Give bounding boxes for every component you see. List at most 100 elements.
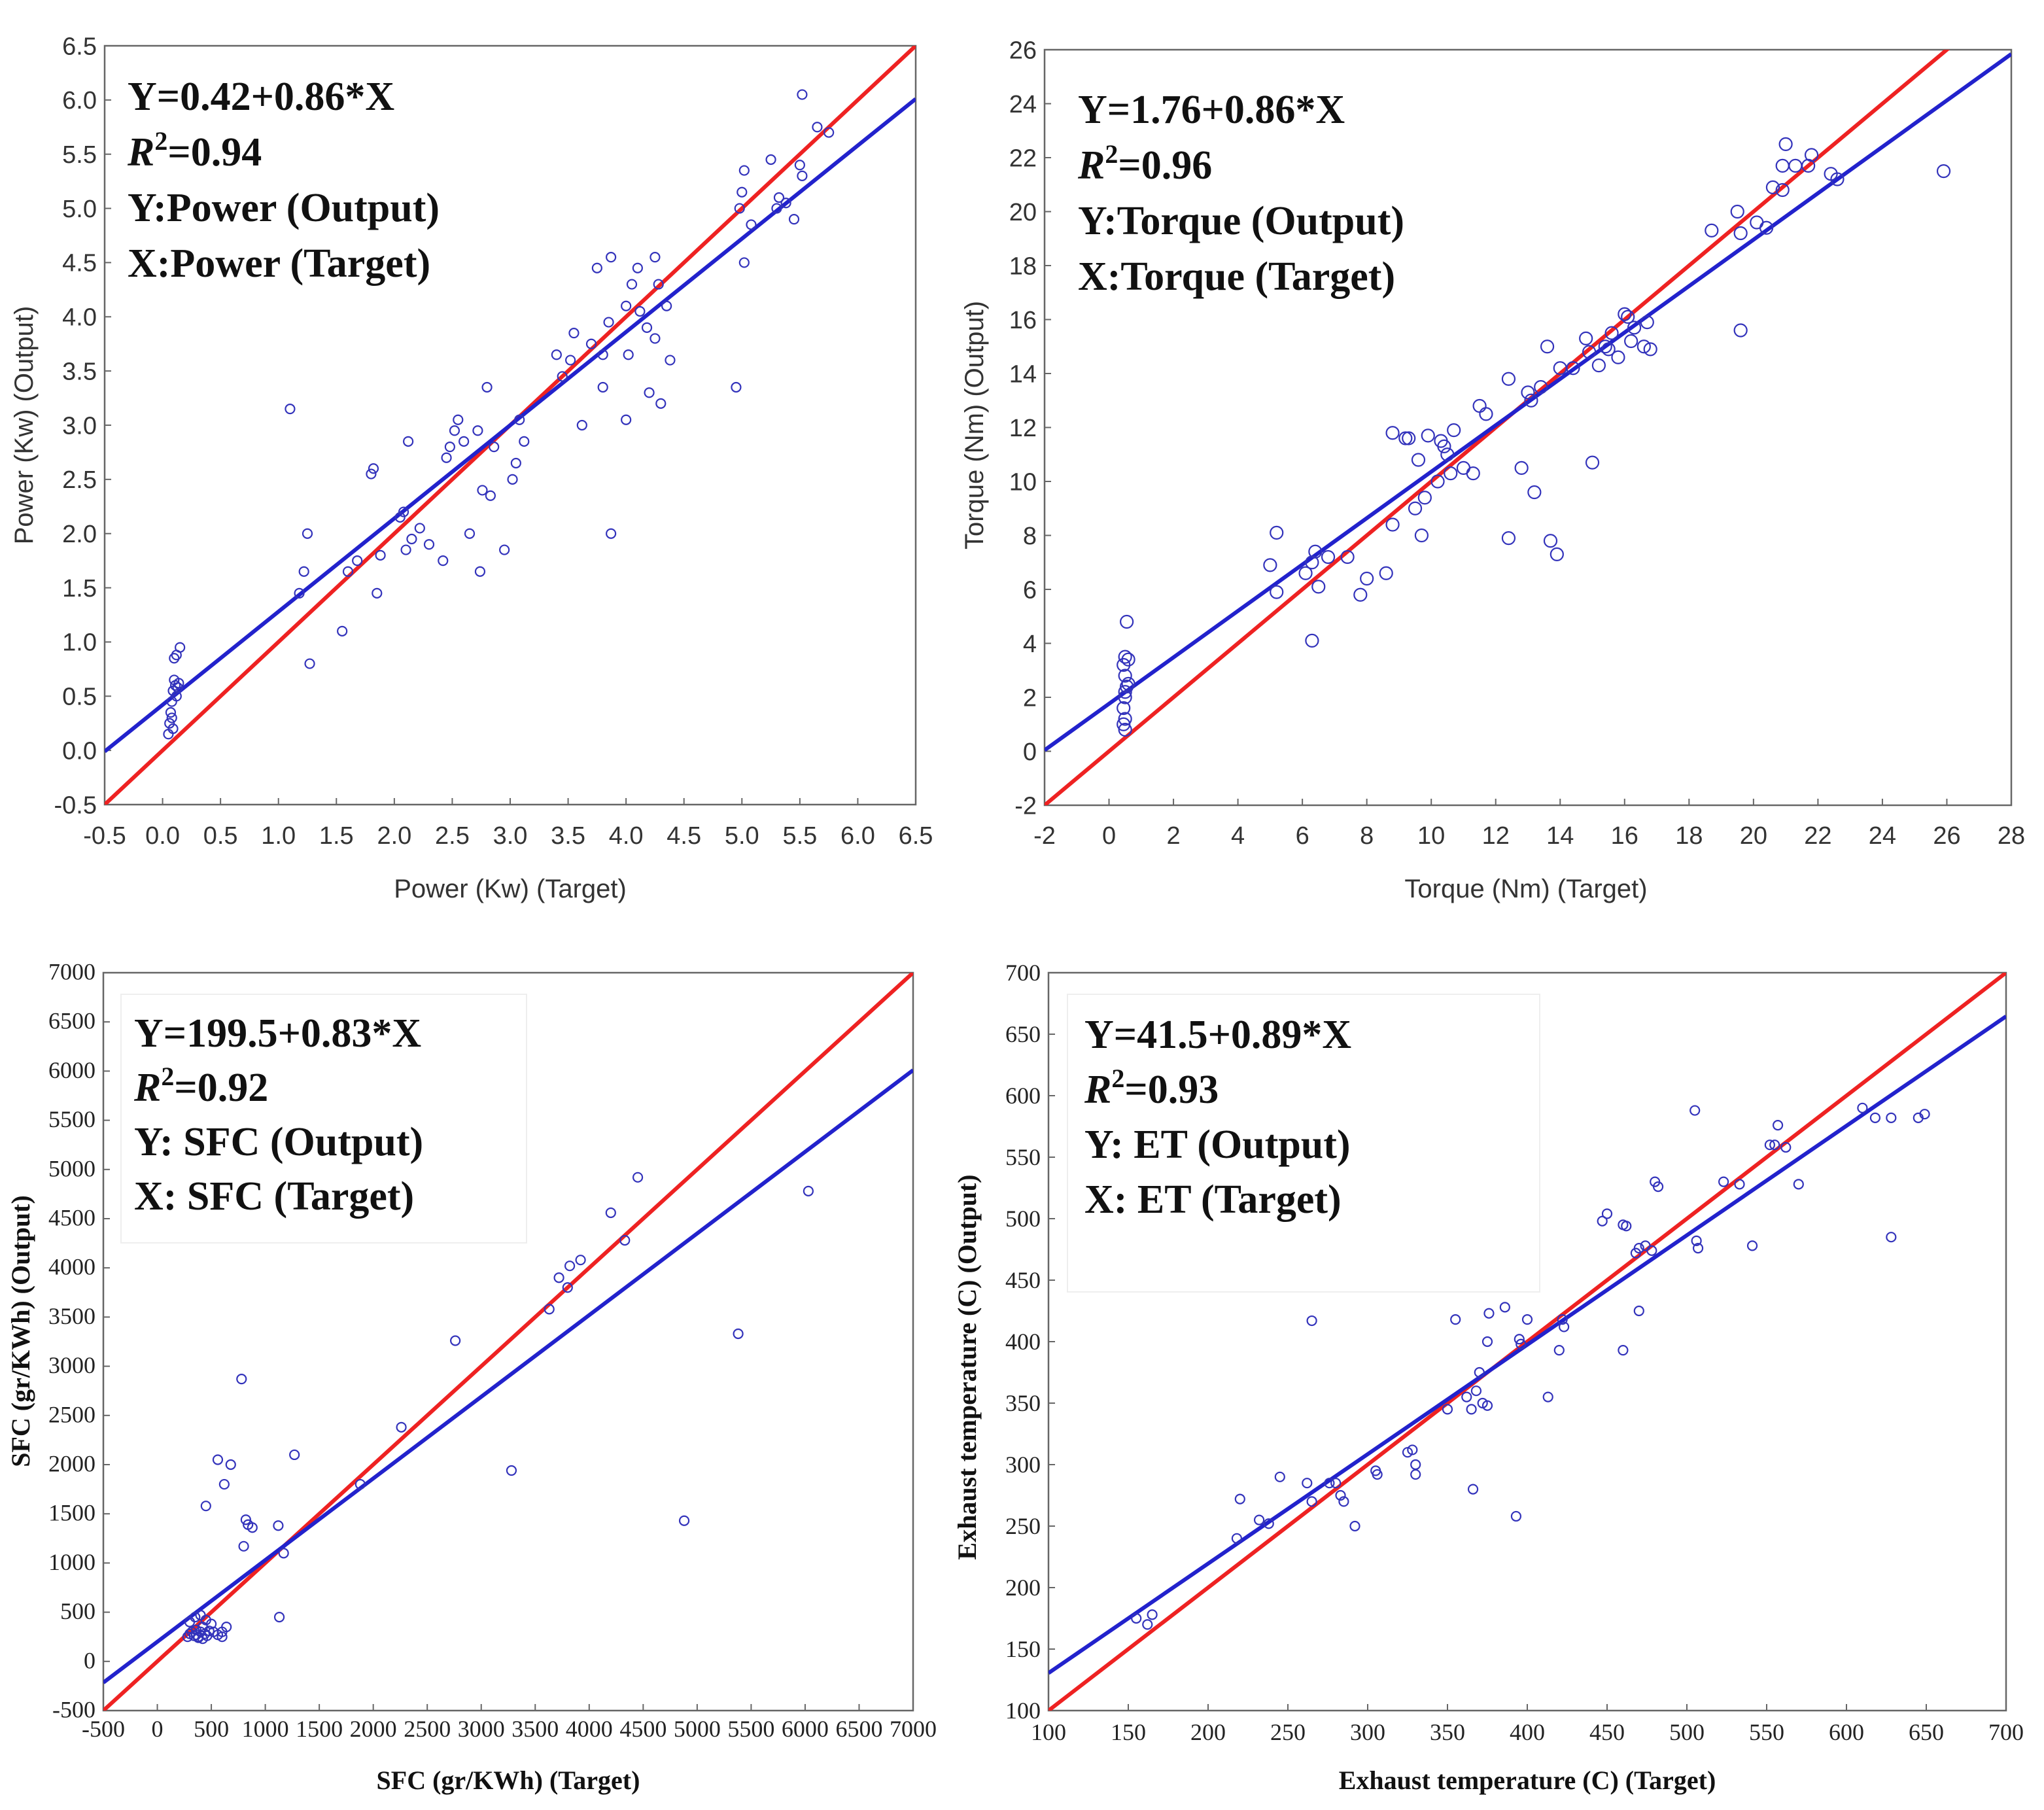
x-tick-label: 24 bbox=[1869, 822, 1896, 850]
data-point bbox=[366, 468, 377, 479]
data-point bbox=[236, 1374, 247, 1385]
data-point bbox=[423, 539, 435, 550]
y-tick-label: 2.5 bbox=[62, 466, 97, 494]
data-point bbox=[1330, 1478, 1342, 1489]
data-point bbox=[1611, 350, 1625, 364]
data-point bbox=[1450, 1314, 1461, 1325]
data-point bbox=[1118, 712, 1132, 726]
y-tick-label: 450 bbox=[1005, 1267, 1041, 1293]
data-point bbox=[1765, 180, 1780, 194]
data-point bbox=[1467, 1484, 1479, 1495]
data-point bbox=[1691, 1235, 1702, 1246]
x-tick-label: 18 bbox=[1675, 822, 1703, 850]
x-tick-label: 300 bbox=[1350, 1719, 1385, 1745]
data-point bbox=[1306, 1496, 1317, 1507]
data-point bbox=[1597, 1215, 1608, 1227]
x-tick-label: 0 bbox=[1102, 822, 1116, 850]
x-tick-label: 8 bbox=[1360, 822, 1374, 850]
data-point bbox=[812, 122, 823, 133]
data-point bbox=[1147, 1609, 1158, 1620]
annotation-line-2: R2=0.93 bbox=[1084, 1064, 1219, 1112]
data-point bbox=[1646, 1245, 1657, 1256]
y-tick-label: 100 bbox=[1005, 1697, 1041, 1724]
data-point bbox=[1298, 566, 1313, 580]
data-point bbox=[665, 355, 676, 366]
x-tick-label: 5500 bbox=[727, 1716, 774, 1742]
data-point bbox=[650, 252, 661, 263]
y-tick-label: 22 bbox=[1009, 145, 1037, 172]
y-tick-label: 2.0 bbox=[62, 521, 97, 548]
y-tick-label: 350 bbox=[1005, 1390, 1041, 1416]
x-tick-label: 450 bbox=[1589, 1719, 1625, 1745]
data-point bbox=[621, 414, 632, 425]
x-tick-label: 6.5 bbox=[899, 822, 933, 850]
x-tick-label: 26 bbox=[1933, 822, 1960, 850]
data-point bbox=[394, 512, 406, 523]
data-point bbox=[438, 555, 449, 566]
data-point bbox=[1557, 1314, 1568, 1325]
data-point bbox=[294, 587, 305, 599]
data-point bbox=[1461, 1391, 1472, 1402]
x-tick-label: 3500 bbox=[511, 1716, 559, 1742]
y-tick-label: 2 bbox=[1023, 684, 1037, 712]
x-tick-label: 10 bbox=[1417, 822, 1445, 850]
data-point bbox=[1582, 345, 1597, 359]
x-tick-label: -0.5 bbox=[83, 822, 126, 850]
annotation-line-1: Y=199.5+0.83*X bbox=[134, 1011, 421, 1056]
data-point bbox=[661, 300, 672, 311]
data-point bbox=[1514, 461, 1529, 475]
annotation-line-2: R2=0.96 bbox=[1077, 139, 1212, 188]
data-point bbox=[398, 506, 409, 517]
data-point bbox=[1479, 407, 1493, 421]
annotation-line-4: X:Power (Target) bbox=[128, 241, 430, 286]
data-point bbox=[1117, 717, 1131, 731]
data-point bbox=[1521, 1314, 1533, 1325]
data-point bbox=[453, 414, 464, 425]
data-point bbox=[1734, 1179, 1745, 1190]
data-point bbox=[1120, 679, 1134, 694]
data-point bbox=[1627, 321, 1642, 335]
data-point bbox=[1516, 1338, 1527, 1349]
data-point bbox=[1746, 1240, 1758, 1251]
data-point bbox=[1559, 1321, 1570, 1332]
data-point bbox=[1121, 676, 1135, 691]
data-point bbox=[1579, 331, 1593, 345]
data-point bbox=[576, 419, 587, 431]
data-point bbox=[1340, 549, 1355, 565]
data-point bbox=[1759, 220, 1774, 235]
y-tick-label: 3000 bbox=[48, 1352, 95, 1378]
data-point bbox=[1274, 1471, 1285, 1482]
data-point bbox=[1652, 1181, 1664, 1192]
data-point bbox=[1601, 342, 1616, 357]
regression-line bbox=[103, 1068, 913, 1684]
data-point bbox=[1585, 455, 1600, 470]
y-tick-label: 300 bbox=[1005, 1452, 1041, 1478]
exhaust-temperature-chart: Exhaust temperature (C) (Target) Exhaust… bbox=[952, 960, 2024, 1795]
data-point bbox=[238, 1540, 249, 1552]
data-point bbox=[650, 333, 661, 344]
data-point bbox=[1408, 501, 1423, 515]
data-point bbox=[1270, 525, 1284, 540]
power-chart: Power (Kw) (Target) Power (Kw) (Output) … bbox=[10, 33, 933, 903]
annotation-line-1: Y=0.42+0.86*X bbox=[128, 75, 394, 119]
data-point bbox=[1830, 172, 1845, 186]
data-point bbox=[481, 381, 493, 393]
data-point bbox=[1542, 1391, 1553, 1402]
data-point bbox=[1402, 431, 1416, 445]
data-point bbox=[485, 490, 496, 501]
power-y-axis-label: Power (Kw) (Output) bbox=[10, 306, 39, 545]
x-tick-label: 2000 bbox=[350, 1716, 397, 1742]
data-point bbox=[1421, 428, 1435, 443]
data-point bbox=[1764, 1140, 1775, 1151]
data-point bbox=[1772, 1120, 1784, 1131]
y-tick-label: 20 bbox=[1009, 199, 1037, 226]
data-point bbox=[1621, 309, 1635, 324]
data-point bbox=[565, 355, 576, 366]
data-point bbox=[1869, 1112, 1881, 1123]
data-point bbox=[1302, 1478, 1313, 1489]
data-point bbox=[1444, 466, 1458, 481]
x-tick-label: 6500 bbox=[835, 1716, 882, 1742]
data-point bbox=[1778, 137, 1793, 151]
data-point bbox=[1705, 223, 1719, 237]
